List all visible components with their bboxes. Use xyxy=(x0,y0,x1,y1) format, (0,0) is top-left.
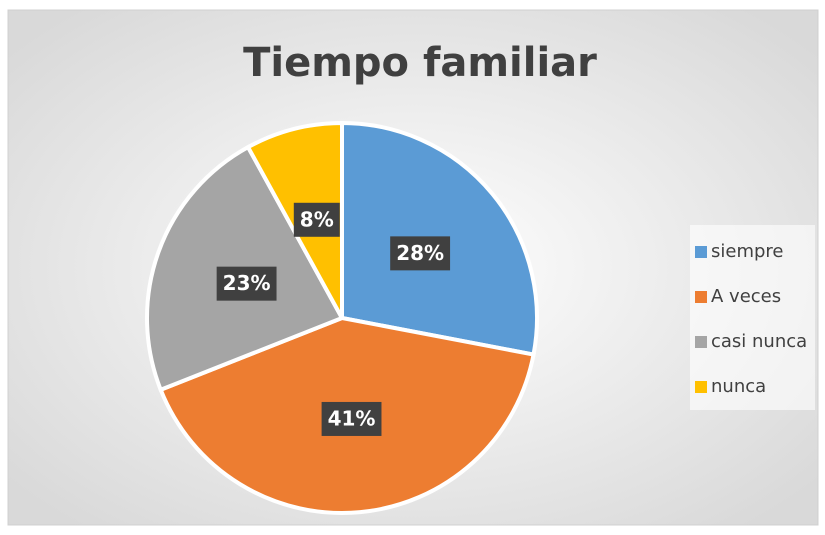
data-label-box xyxy=(390,236,451,271)
legend-label: casi nunca xyxy=(711,331,807,352)
legend-box xyxy=(690,225,815,410)
data-label: 28% xyxy=(396,241,444,265)
legend-swatch xyxy=(695,336,707,348)
data-label: 8% xyxy=(300,207,334,231)
legend-swatch xyxy=(695,381,707,393)
chart-title: Tiempo familiar xyxy=(243,40,597,86)
legend-swatch xyxy=(695,291,707,303)
data-label: 23% xyxy=(223,271,271,295)
legend-label: siempre xyxy=(711,241,784,262)
data-label-box xyxy=(293,202,340,237)
data-label-box xyxy=(216,266,277,301)
legend-label: A veces xyxy=(711,286,781,307)
data-label: 41% xyxy=(328,406,376,430)
data-label-box xyxy=(321,401,382,436)
legend-label: nunca xyxy=(711,376,766,397)
legend-swatch xyxy=(695,246,707,258)
